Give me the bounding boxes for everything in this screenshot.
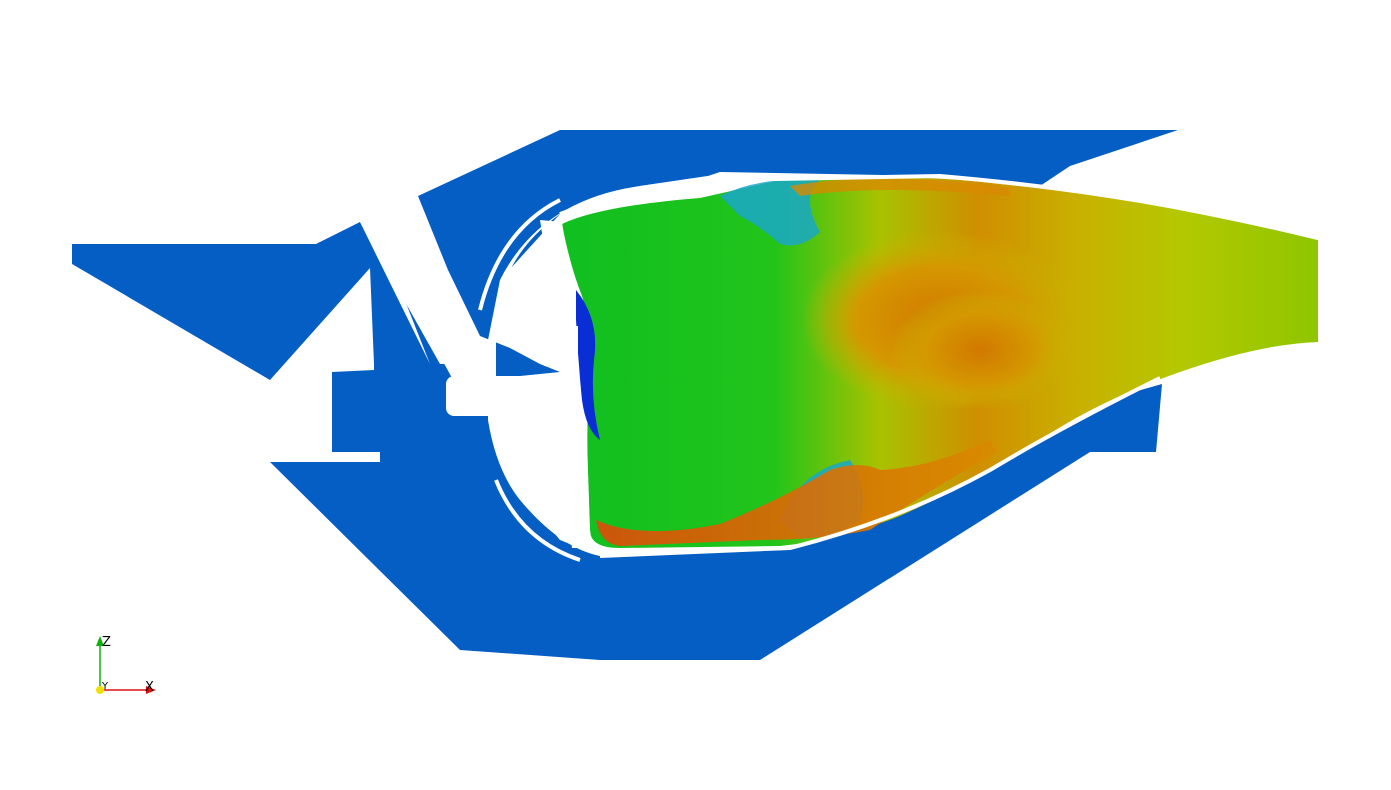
dome-plate-upper [540, 220, 572, 298]
flame-contour-field [562, 176, 1318, 549]
upper-recirculation-band [720, 179, 820, 246]
outer-casing-arc-top [478, 198, 561, 311]
upper-hot-band [790, 178, 1010, 196]
liner-walls [478, 173, 1319, 562]
upper-liner [559, 173, 1319, 240]
outer-casing-arc-bottom [494, 479, 581, 562]
injector-low-zone [576, 290, 600, 440]
swirler-lower [540, 420, 580, 460]
solid-domain [72, 130, 1178, 660]
lower-liner [599, 376, 1161, 558]
y-axis-label: Y [101, 681, 109, 692]
y-axis-dot [96, 686, 104, 694]
z-axis-label: Z [102, 635, 111, 650]
swirler-upper-2 [544, 326, 578, 366]
injector-body [446, 376, 576, 416]
orientation-axes: Z Y X [96, 635, 156, 695]
left-inlet-region [72, 130, 1178, 660]
swirler-upper [530, 300, 576, 322]
x-axis-arrow [146, 686, 156, 694]
dome-plate-lower [564, 470, 592, 548]
x-axis-label: X [145, 680, 154, 695]
z-axis-arrow [96, 636, 104, 646]
lower-hot-band [596, 440, 996, 546]
fuel-pipe [360, 222, 470, 364]
injector-assembly [360, 220, 592, 548]
hot-zone-lower [890, 290, 1070, 410]
